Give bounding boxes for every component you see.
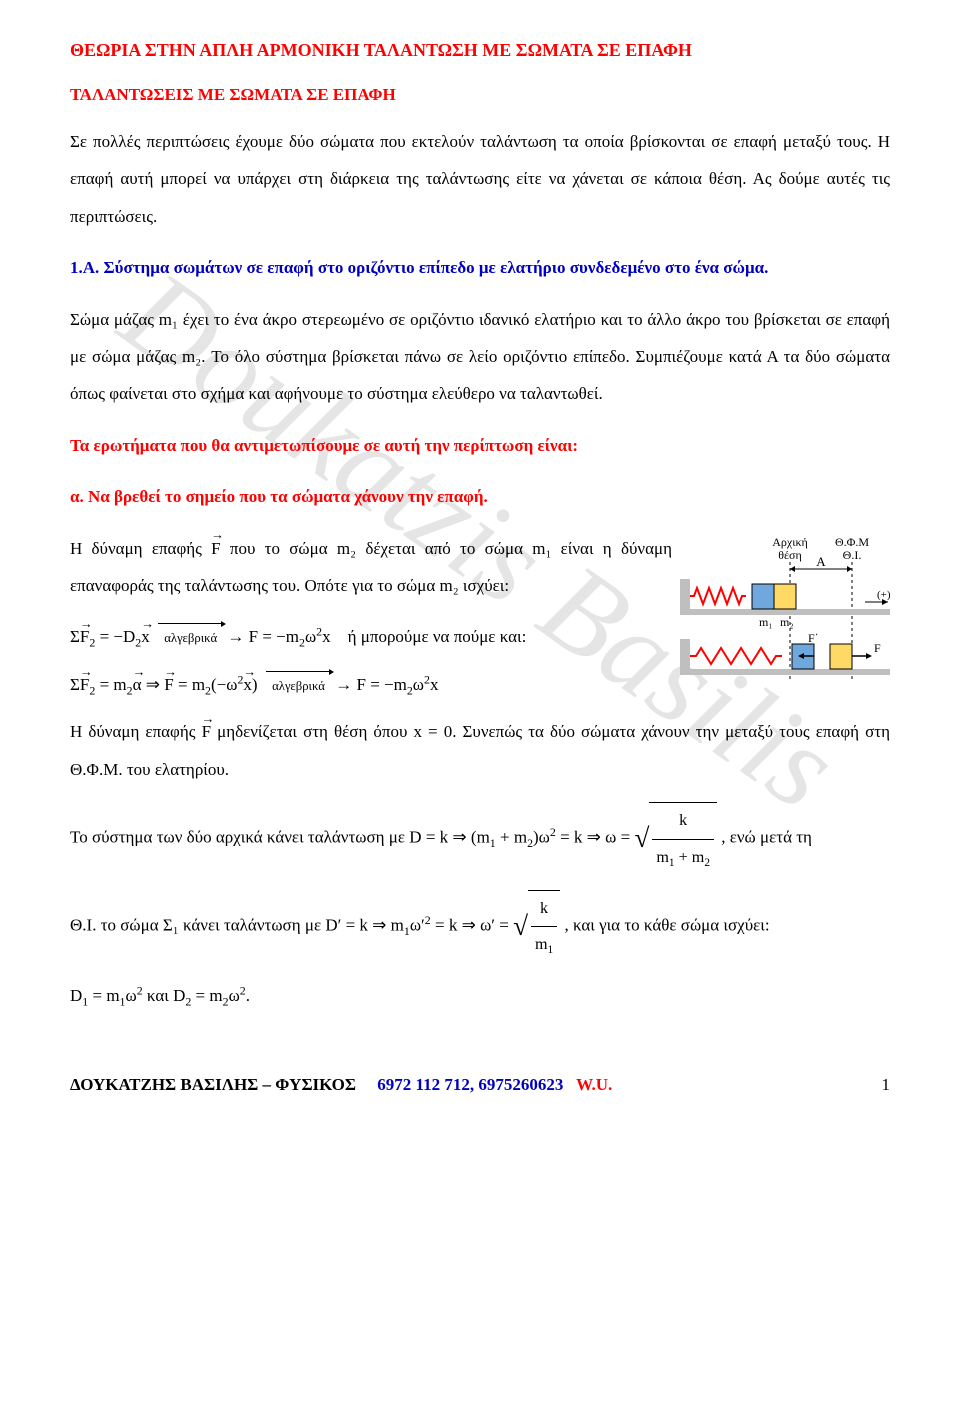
d-equations: D1 = m1ω2 και D2 = m2ω2. (70, 977, 890, 1015)
question-a: α. Να βρεθεί το σημείο που τα σώματα χάν… (70, 478, 890, 515)
page-title: ΘΕΩΡΙΑ ΣΤΗΝ ΑΠΛΗ ΑΡΜΟΝΙΚΗ ΤΑΛΑΝΤΩΣΗ ΜΕ Σ… (70, 40, 890, 61)
conclusion-2: Το σύστημα των δύο αρχικά κάνει ταλάντωσ… (70, 802, 890, 876)
questions-intro: Τα ερωτήματα που θα αντιμετωπίσουμε σε α… (70, 427, 890, 464)
spring-mass-figure: Αρχική θέση Θ.Φ.Μ Θ.Ι. A m₁ m₂ (+) (680, 534, 890, 689)
fig-label-A: A (816, 554, 826, 569)
case-1a-title: 1.Α. Σύστημα σωμάτων σε επαφή στο οριζόν… (70, 249, 890, 286)
fig-m2-label: m₂ (780, 615, 794, 629)
fig-plus-label: (+) (877, 589, 890, 601)
footer-phones: 6972 112 712, 6975260623 (377, 1075, 563, 1094)
svg-text:θέση: θέση (778, 548, 802, 562)
page-footer: ΔΟΥΚΑΤΖΗΣ ΒΑΣΙΛΗΣ – ΦΥΣΙΚΟΣ 6972 112 712… (70, 1075, 890, 1095)
conclusion-3: Θ.Ι. το σώμα Σ₁ κάνει ταλάντωση με D′ = … (70, 890, 890, 964)
fig-F-label: F (874, 641, 881, 655)
conclusion-1: Η δύναμη επαφής F μηδενίζεται στη θέση ό… (70, 713, 890, 788)
paragraph-case-desc: Σώμα μάζας m₁ έχει το ένα άκρο στερεωμέν… (70, 301, 890, 413)
paragraph-intro: Σε πολλές περιπτώσεις έχουμε δύο σώματα … (70, 123, 890, 235)
section-subtitle: ΤΑΛΑΝΤΩΣΕΙΣ ΜΕ ΣΩΜΑΤΑ ΣΕ ΕΠΑΦΗ (70, 85, 890, 105)
footer-author: ΔΟΥΚΑΤΖΗΣ ΒΑΣΙΛΗΣ – ΦΥΣΙΚΟΣ (70, 1075, 356, 1094)
svg-text:Θ.Ι.: Θ.Ι. (843, 548, 862, 562)
fig-label-thfm: Θ.Φ.Μ (835, 535, 869, 549)
fig-label-initial: Αρχική (772, 535, 808, 549)
fig-m1-label: m₁ (759, 615, 773, 629)
fig-Fprime-label: F΄ (808, 631, 819, 645)
footer-page-number: 1 (882, 1075, 891, 1095)
footer-wu: W.U. (576, 1075, 612, 1094)
